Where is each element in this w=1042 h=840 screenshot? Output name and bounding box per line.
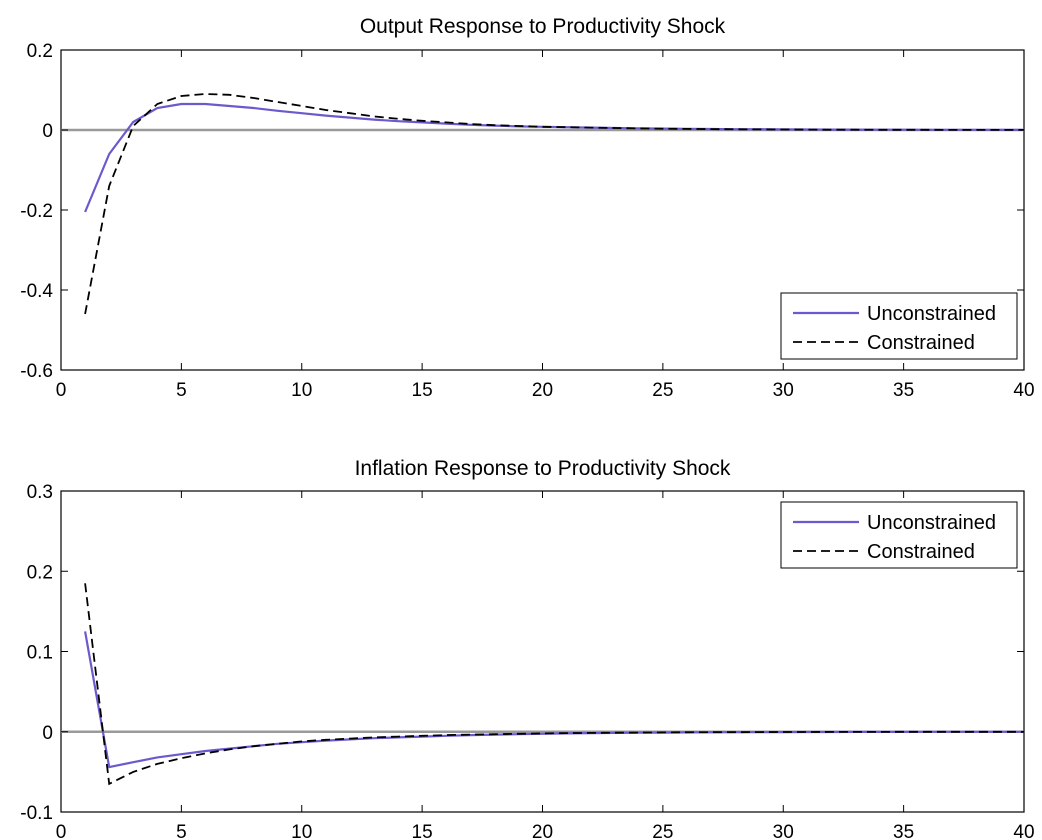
y-tick-label: 0 xyxy=(42,121,53,142)
x-tick-label: 5 xyxy=(176,822,187,840)
x-tick-label: 15 xyxy=(412,380,433,401)
chart-panel-2: Inflation Response to Productivity Shock… xyxy=(20,457,1034,840)
x-tick-label: 5 xyxy=(176,380,187,401)
chart-title: Output Response to Productivity Shock xyxy=(360,15,726,38)
x-tick-label: 20 xyxy=(532,822,553,840)
legend-box xyxy=(780,292,1018,360)
x-tick-label: 0 xyxy=(56,822,67,840)
x-tick-label: 15 xyxy=(412,822,433,840)
series-line-constrained xyxy=(84,583,1024,786)
y-tick-label: -0.2 xyxy=(20,201,53,222)
x-tick-label: 40 xyxy=(1013,380,1034,401)
legend: Unconstrained Constrained xyxy=(780,501,1018,569)
y-tick-label: 0.2 xyxy=(27,562,53,583)
y-tick-label: 0.3 xyxy=(27,482,53,503)
x-tick-label: 20 xyxy=(532,380,553,401)
legend-box xyxy=(780,501,1018,569)
y-tick-label: -0.4 xyxy=(20,281,53,302)
legend-label: Constrained xyxy=(867,332,975,354)
y-tick-label: 0.2 xyxy=(27,41,53,62)
series-line-constrained xyxy=(84,93,1024,315)
x-tick-label: 10 xyxy=(291,380,312,401)
chart-title: Inflation Response to Productivity Shock xyxy=(355,457,731,480)
x-tick-label: 10 xyxy=(291,822,312,840)
x-tick-label: 30 xyxy=(773,822,794,840)
x-tick-label: 40 xyxy=(1013,822,1034,840)
x-tick-label: 30 xyxy=(773,380,794,401)
legend-label: Constrained xyxy=(867,541,975,563)
y-tick-label: -0.6 xyxy=(20,361,53,382)
y-tick-label: 0 xyxy=(42,723,53,744)
x-tick-label: 35 xyxy=(893,822,914,840)
y-tick-label: -0.1 xyxy=(20,803,53,824)
chart-panel-1: Output Response to Productivity Shock 0 5 1… xyxy=(20,15,1034,401)
y-tick-label: 0.1 xyxy=(27,643,53,664)
x-tick-label: 25 xyxy=(652,380,673,401)
x-tick-label: 35 xyxy=(893,380,914,401)
legend-label: Unconstrained xyxy=(867,303,996,325)
legend: Unconstrained Constrained xyxy=(780,292,1018,360)
x-tick-label: 0 xyxy=(56,380,67,401)
legend-label: Unconstrained xyxy=(867,512,996,534)
x-tick-label: 25 xyxy=(652,822,673,840)
